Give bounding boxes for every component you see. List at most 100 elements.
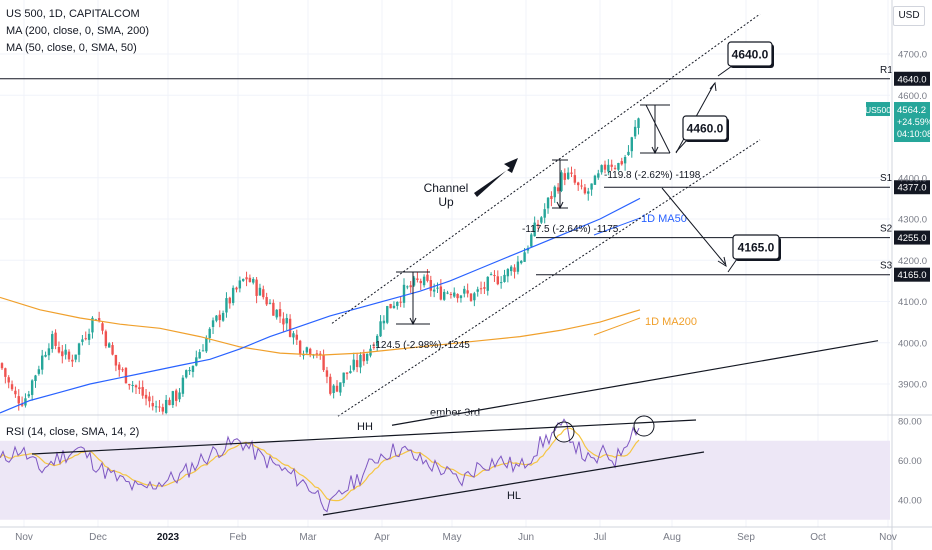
candle-body: [64, 349, 67, 355]
candle-body: [51, 334, 54, 350]
ma50-label: 1D MA50: [641, 213, 687, 225]
candle-body: [141, 387, 144, 396]
candle-body: [87, 333, 91, 340]
rsi-hl-line: [322, 451, 705, 516]
candle-body: [118, 364, 121, 370]
rsi-hh-label: HH: [357, 421, 373, 433]
measure3-bracket-arrowhead: [651, 146, 659, 155]
candle-body: [436, 287, 439, 289]
candle-body: [215, 315, 218, 321]
candle-body: [10, 384, 14, 390]
candle-body: [268, 302, 272, 304]
projection-down-head: [717, 256, 727, 268]
time-tick: Dec: [89, 532, 107, 543]
candle-body: [617, 163, 620, 170]
level-name-s3: S3: [880, 261, 893, 272]
candle-body: [560, 172, 563, 191]
time-tick: Nov: [15, 532, 33, 543]
level-name-s1: S1: [880, 173, 893, 184]
candle-body: [168, 399, 171, 406]
candle-body: [154, 406, 158, 408]
candle-body: [499, 282, 503, 284]
candle-body: [566, 172, 570, 179]
candle-body: [262, 289, 265, 298]
candle-body: [590, 183, 593, 190]
candle-body: [473, 293, 476, 301]
change-pct-text: +24.59%: [897, 117, 932, 127]
candle-body: [355, 360, 359, 368]
candle-body: [325, 370, 329, 377]
time-tick: Oct: [810, 532, 826, 543]
candle-body: [533, 222, 536, 237]
currency-button[interactable]: USD: [893, 6, 925, 26]
candle-body: [104, 331, 108, 347]
candle-body: [600, 165, 603, 173]
candle-body: [577, 182, 580, 186]
cut-annotation: ember 3rd: [430, 407, 480, 419]
candle-body: [513, 267, 516, 272]
candle-body: [597, 173, 600, 178]
candle-body: [144, 394, 148, 399]
candle-body: [429, 280, 432, 291]
rsi-legend: RSI (14, close, SMA, 14, 2): [6, 426, 140, 438]
candle-body: [506, 269, 510, 277]
candle-body: [164, 399, 168, 413]
candle-body: [108, 343, 111, 348]
candle-body: [580, 185, 583, 187]
time-tick: Nov: [879, 532, 897, 543]
rsi-hh-line: [31, 419, 697, 455]
measure2-label: -117.5 (-2.64%) -1175: [522, 224, 619, 235]
candle-body: [121, 369, 124, 371]
candle-body: [630, 137, 633, 152]
candle-body: [191, 365, 195, 372]
candle-body: [37, 369, 41, 374]
price-tick: 4200.0: [898, 256, 927, 267]
time-tick: May: [443, 532, 462, 543]
candle-body: [349, 371, 352, 374]
candle-body: [238, 280, 242, 289]
candle-body: [235, 287, 238, 290]
candle-body: [516, 261, 520, 272]
symbol-tag: [866, 102, 890, 117]
candle-body: [17, 396, 20, 404]
measure3-label: -119.8 (-2.62%) -1198: [604, 170, 701, 181]
candle-body: [623, 156, 627, 164]
candle-body: [540, 217, 543, 223]
measure3-diag: [645, 104, 671, 154]
candle-body: [315, 353, 319, 355]
candle-body: [479, 288, 483, 290]
candle-body: [288, 318, 292, 337]
candle-body: [573, 175, 577, 183]
candle-body: [446, 292, 449, 294]
callout-4460-box: [682, 115, 728, 141]
projection-down-arrow: [661, 187, 726, 265]
candle-body: [30, 380, 34, 395]
candle-body: [583, 187, 587, 194]
candle-body: [131, 384, 134, 386]
candle-body: [439, 286, 443, 300]
rsi-hl-label: HL: [507, 490, 521, 502]
candle-body: [379, 321, 382, 337]
candle-body: [359, 354, 362, 368]
candle-body: [74, 354, 77, 360]
candle-body: [352, 359, 355, 370]
candle-body: [205, 337, 208, 352]
candle-body: [342, 372, 345, 384]
candle-body: [248, 277, 252, 283]
level-tag-r1: [894, 71, 930, 86]
candle-body: [188, 369, 191, 372]
candle-body: [422, 276, 426, 286]
candle-body: [412, 277, 416, 286]
callout-4460-text: 4460.0: [687, 122, 724, 136]
candle-body: [225, 298, 228, 313]
grid: [0, 0, 890, 527]
candle-body: [47, 348, 51, 356]
channel-arrow: [474, 158, 518, 197]
candle-body: [399, 301, 402, 303]
candle-body: [329, 376, 332, 394]
candle-body: [593, 175, 597, 185]
candle-body: [469, 293, 473, 301]
candle-body: [553, 186, 556, 198]
ma200-line: [0, 296, 641, 356]
